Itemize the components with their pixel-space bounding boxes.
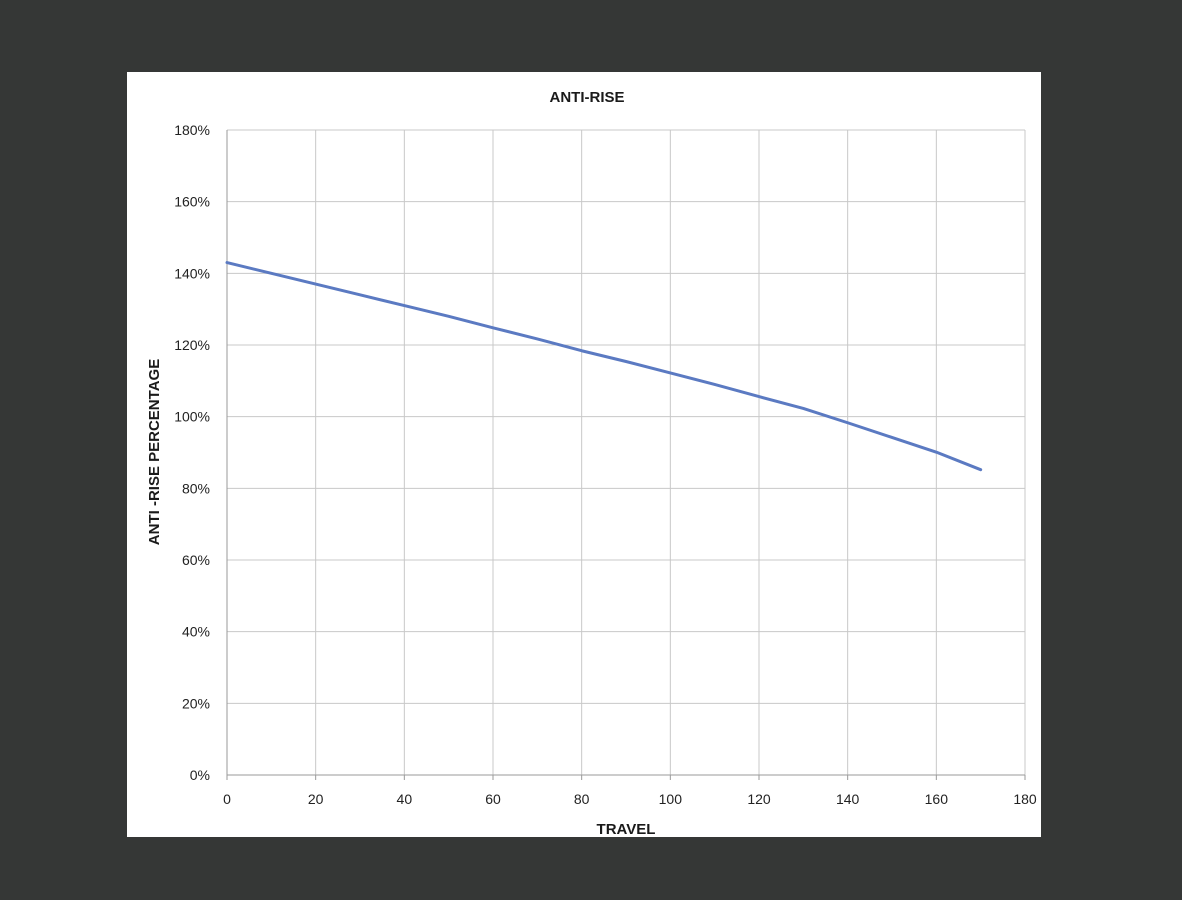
y-tick-label: 180% bbox=[174, 122, 210, 138]
x-tick-label: 40 bbox=[397, 791, 413, 807]
anti-rise-chart: 0 20 40 60 80 100 120 140 160 180 0% 20% 40% 60% 80% 10… bbox=[146, 89, 1037, 837]
y-tick-label: 0% bbox=[190, 767, 210, 783]
y-tick-label: 140% bbox=[174, 265, 210, 281]
chart-title: ANTI-RISE bbox=[550, 89, 625, 106]
y-tick-label: 40% bbox=[182, 624, 210, 640]
x-tick-label: 100 bbox=[659, 791, 683, 807]
x-tick-label: 160 bbox=[925, 791, 949, 807]
x-tick-label: 80 bbox=[574, 791, 590, 807]
x-tick-label: 180 bbox=[1013, 791, 1037, 807]
y-tick-label: 100% bbox=[174, 409, 210, 425]
x-tick-label: 60 bbox=[485, 791, 501, 807]
y-axis-title: ANTI -RISE PERCENTAGE bbox=[146, 359, 163, 545]
y-tick-label: 120% bbox=[174, 337, 210, 353]
series-line bbox=[225, 261, 983, 472]
y-tick-label: 60% bbox=[182, 552, 210, 568]
series-layer bbox=[225, 261, 983, 472]
x-tick-label: 0 bbox=[223, 791, 231, 807]
axes bbox=[226, 130, 1026, 780]
y-tick-label: 80% bbox=[182, 480, 210, 496]
x-tick-label: 120 bbox=[747, 791, 771, 807]
chart-panel: 0 20 40 60 80 100 120 140 160 180 0% 20% 40% 60% 80% 10… bbox=[127, 72, 1041, 837]
x-axis-title: TRAVEL bbox=[597, 821, 656, 837]
x-tick-label: 20 bbox=[308, 791, 324, 807]
y-tick-label: 160% bbox=[174, 194, 210, 210]
y-tick-label: 20% bbox=[182, 695, 210, 711]
x-tick-label: 140 bbox=[836, 791, 860, 807]
grid bbox=[227, 129, 1026, 775]
tick-labels: 0 20 40 60 80 100 120 140 160 180 0% 20% 40% 60% 80% 10… bbox=[174, 122, 1037, 807]
